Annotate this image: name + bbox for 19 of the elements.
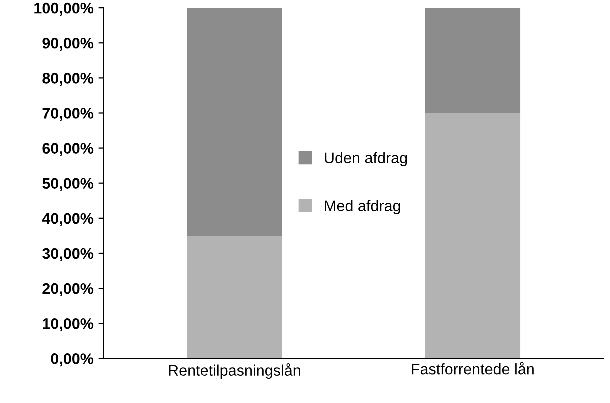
y-tick-label: 40,00% bbox=[42, 213, 94, 226]
legend-label: Med afdrag bbox=[325, 200, 400, 214]
bar bbox=[187, 8, 282, 236]
y-tick-label: 90,00% bbox=[42, 38, 94, 52]
bar bbox=[425, 8, 521, 114]
y-tick-label: 100,00% bbox=[34, 2, 94, 16]
legend-label: Uden afdrag bbox=[325, 152, 408, 167]
y-tick-label: 30,00% bbox=[42, 248, 94, 262]
y-tick-label: 70,00% bbox=[42, 108, 94, 122]
y-tick-label: 0,00% bbox=[51, 354, 94, 367]
x-tick-label: Rentetilpasningslån bbox=[169, 364, 300, 380]
y-tick-label: 10,00% bbox=[43, 318, 94, 332]
y-tick-label: 50,00% bbox=[42, 178, 94, 192]
bar bbox=[425, 113, 521, 359]
x-tick-label: Fastforrentede lån bbox=[412, 362, 534, 375]
y-tick-label: 60,00% bbox=[42, 143, 94, 156]
y-tick-label: 80,00% bbox=[42, 73, 94, 86]
y-tick-label: 20,00% bbox=[42, 283, 94, 296]
bar bbox=[187, 236, 282, 359]
